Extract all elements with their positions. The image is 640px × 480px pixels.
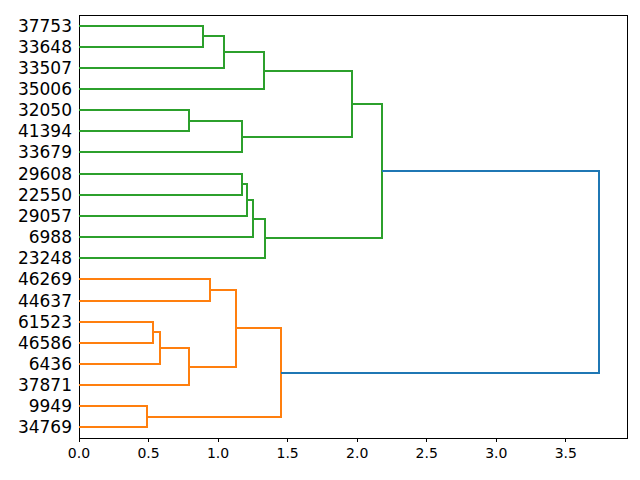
leaf-label: 9949 xyxy=(29,396,72,416)
dendrogram-link-root xyxy=(281,171,600,373)
leaf-label: 44637 xyxy=(18,291,72,311)
dendrogram-link-g9 xyxy=(79,200,253,237)
dendrogram-figure: 3775333648335073500632050413943367929608… xyxy=(0,0,640,480)
dendrogram-link-g4 xyxy=(79,110,189,131)
dendrogram-link-o1 xyxy=(79,279,210,300)
x-tick-label: 0.5 xyxy=(137,445,159,461)
leaf-label: 32050 xyxy=(18,100,72,120)
x-tick-label: 1.0 xyxy=(207,445,229,461)
dendrogram-link-o4 xyxy=(79,348,189,385)
x-tick-label: 1.5 xyxy=(276,445,298,461)
dendrogram-link-g1 xyxy=(79,26,203,47)
dendrogram-link-g7 xyxy=(79,174,242,195)
x-tick-label: 3.5 xyxy=(555,445,577,461)
leaf-label: 46269 xyxy=(18,269,72,289)
dendrogram-link-g10 xyxy=(79,219,265,259)
dendrogram-link-g3 xyxy=(79,52,264,89)
leaf-label: 23248 xyxy=(18,248,72,268)
dendrogram-link-o6 xyxy=(79,406,147,427)
leaf-label: 37753 xyxy=(18,16,72,36)
dendrogram-link-o3 xyxy=(79,332,160,364)
leaf-label: 22550 xyxy=(18,185,72,205)
dendrogram-link-g8 xyxy=(79,184,247,216)
leaf-label: 46586 xyxy=(18,333,72,353)
x-tick-label: 3.0 xyxy=(485,445,507,461)
leaf-label: 6436 xyxy=(29,354,72,374)
leaf-label: 6988 xyxy=(29,227,72,247)
dendrogram-link-o2 xyxy=(79,322,153,343)
dendrogram-link-g11 xyxy=(265,104,382,239)
leaf-label: 33648 xyxy=(18,37,72,57)
dendrogram-link-g6 xyxy=(242,71,352,137)
leaf-label: 29608 xyxy=(18,164,72,184)
x-tick-label: 0.0 xyxy=(68,445,90,461)
leaf-label: 41394 xyxy=(18,121,72,141)
leaf-label: 33679 xyxy=(18,142,72,162)
dendrogram-link-g5 xyxy=(79,121,242,153)
leaf-label: 34769 xyxy=(18,417,72,437)
leaf-label: 33507 xyxy=(18,58,72,78)
leaf-label: 37871 xyxy=(18,375,72,395)
axes-frame xyxy=(79,15,627,438)
x-tick-label: 2.5 xyxy=(416,445,438,461)
dendrogram-link-o7 xyxy=(147,328,281,417)
leaf-label: 29057 xyxy=(18,206,72,226)
x-tick-label: 2.0 xyxy=(346,445,368,461)
leaf-label: 61523 xyxy=(18,312,72,332)
leaf-label: 35006 xyxy=(18,79,72,99)
dendrogram-plot: 3775333648335073500632050413943367929608… xyxy=(0,0,640,480)
